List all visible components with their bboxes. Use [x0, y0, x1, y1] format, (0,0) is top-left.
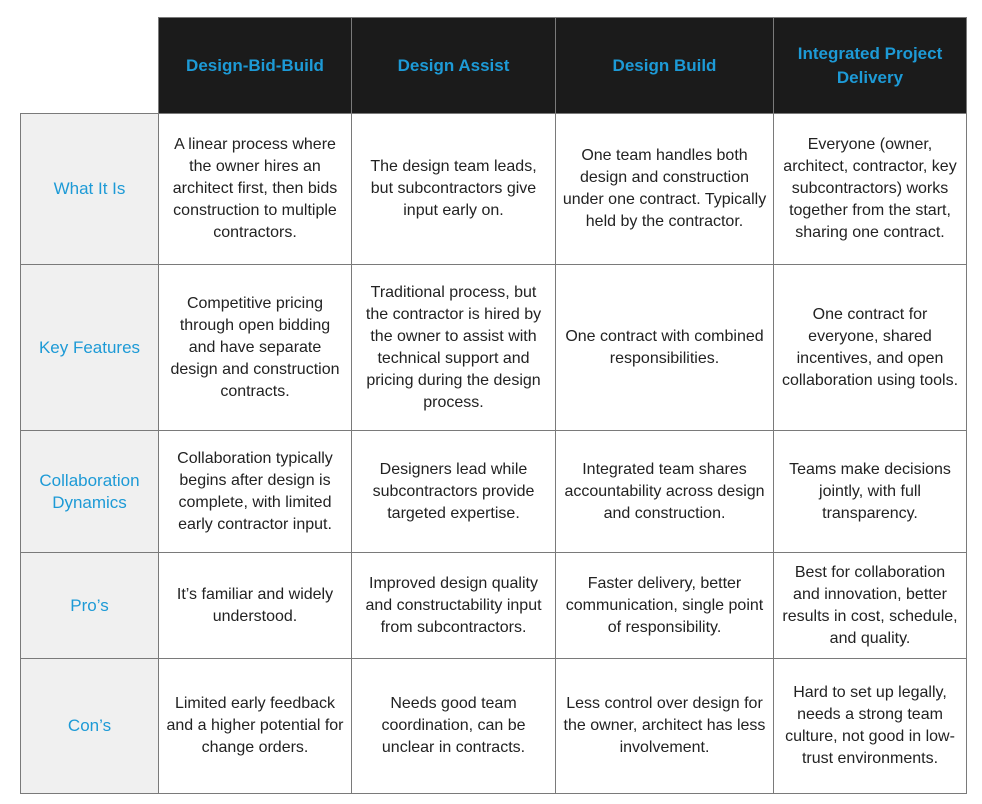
column-header: Design-Bid-Build	[158, 17, 352, 114]
column-header: Design Build	[555, 17, 774, 114]
row-header: Pro’s	[20, 552, 159, 659]
table-cell: Competitive pricing through open bidding…	[158, 264, 352, 431]
table-cell: The design team leads, but subcontractor…	[351, 113, 556, 265]
row-header: Con’s	[20, 658, 159, 794]
table-cell: Teams make decisions jointly, with full …	[773, 430, 967, 553]
table-cell: One contract for everyone, shared incent…	[773, 264, 967, 431]
column-header: Design Assist	[351, 17, 556, 114]
table-cell: One contract with combined responsibilit…	[555, 264, 774, 431]
row-header: Key Features	[20, 264, 159, 431]
table-cell: Limited early feedback and a higher pote…	[158, 658, 352, 794]
table-cell: Needs good team coordination, can be unc…	[351, 658, 556, 794]
table-cell: Everyone (owner, architect, contractor, …	[773, 113, 967, 265]
table-cell: Improved design quality and constructabi…	[351, 552, 556, 659]
table-body: What It Is A linear process where the own…	[20, 113, 967, 794]
column-header: Integrated Project Delivery	[773, 17, 967, 114]
comparison-table: Design-Bid-Build Design Assist Design Buil…	[20, 17, 967, 794]
table-row: What It Is A linear process where the own…	[20, 113, 967, 265]
header-row: Design-Bid-Build Design Assist Design Buil…	[20, 17, 967, 114]
table-cell: Best for collaboration and innovation, b…	[773, 552, 967, 659]
table-row: Collaboration Dynamics Collaboration typi…	[20, 430, 967, 553]
table-cell: One team handles both design and constru…	[555, 113, 774, 265]
table-row: Pro’s It’s familiar and widely understood…	[20, 552, 967, 659]
table-cell: Faster delivery, better communication, s…	[555, 552, 774, 659]
table-cell: Integrated team shares accountability ac…	[555, 430, 774, 553]
table-row: Con’s Limited early feedback and a higher…	[20, 658, 967, 794]
table-cell: Traditional process, but the contractor …	[351, 264, 556, 431]
table-cell: Less control over design for the owner, …	[555, 658, 774, 794]
row-header: Collaboration Dynamics	[20, 430, 159, 553]
table-cell: It’s familiar and widely understood.	[158, 552, 352, 659]
table-row: Key Features Competitive pricing through …	[20, 264, 967, 431]
row-header: What It Is	[20, 113, 159, 265]
table-cell: Designers lead while subcontractors prov…	[351, 430, 556, 553]
table-cell: A linear process where the owner hires a…	[158, 113, 352, 265]
table-cell: Hard to set up legally, needs a strong t…	[773, 658, 967, 794]
table-cell: Collaboration typically begins after des…	[158, 430, 352, 553]
corner-cell	[20, 17, 159, 114]
